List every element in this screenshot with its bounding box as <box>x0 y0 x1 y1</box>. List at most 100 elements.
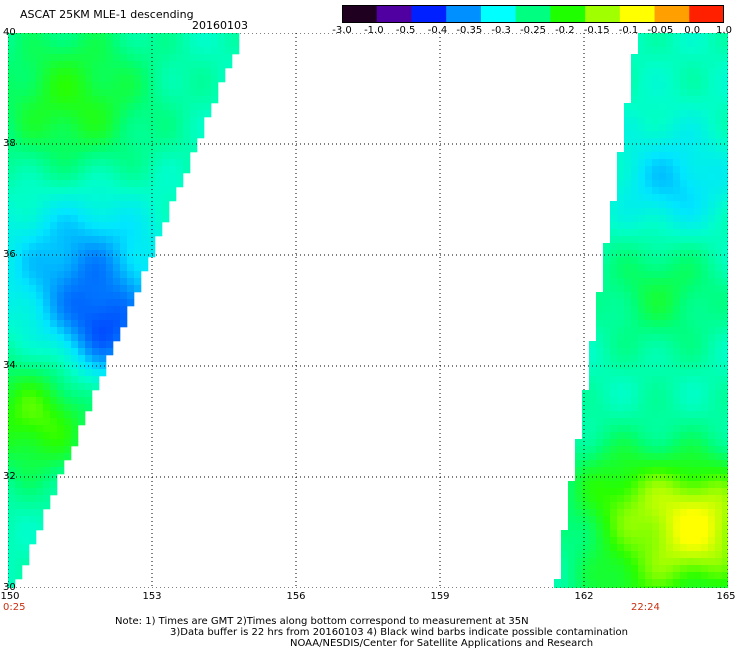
swath-cell <box>568 488 576 496</box>
swath-cell <box>638 376 646 384</box>
swath-cell <box>673 124 681 132</box>
swath-cell <box>554 586 562 588</box>
swath-cell <box>638 229 646 237</box>
swath-cell <box>624 229 632 237</box>
swath-cell <box>120 306 128 314</box>
swath-cell <box>708 299 716 307</box>
swath-cell <box>694 516 702 524</box>
swath-cell <box>106 236 114 244</box>
swath-cell <box>722 89 728 97</box>
swath-cell <box>694 579 702 587</box>
swath-cell <box>666 257 674 265</box>
swath-cell <box>127 159 135 167</box>
swath-cell <box>708 362 716 370</box>
swath-cell <box>176 159 184 167</box>
swath-cell <box>197 61 205 69</box>
swath-cell <box>15 390 23 398</box>
swath-cell <box>99 159 107 167</box>
swath-cell <box>631 390 639 398</box>
swath-cell <box>603 446 611 454</box>
swath-cell <box>78 306 86 314</box>
swath-cell <box>85 236 93 244</box>
swath-cell <box>85 334 93 342</box>
swath-cell <box>15 355 23 363</box>
swath-cell <box>169 124 177 132</box>
swath-cell <box>162 89 170 97</box>
swath-cell <box>71 348 79 356</box>
swath-cell <box>645 222 653 230</box>
swath-cell <box>8 369 16 377</box>
swath-cell <box>106 33 114 41</box>
swath-cell <box>50 488 58 496</box>
swath-cell <box>134 285 142 293</box>
swath-cell <box>645 47 653 55</box>
swath-cell <box>582 565 590 573</box>
swath-cell <box>57 110 65 118</box>
swath-cell <box>15 565 23 573</box>
swath-cell <box>561 551 569 559</box>
swath-cell <box>8 551 16 559</box>
swath-cell <box>134 250 142 258</box>
swath-cell <box>50 201 58 209</box>
swath-cell <box>666 236 674 244</box>
swath-cell <box>92 285 100 293</box>
swath-cell <box>694 194 702 202</box>
swath-cell <box>652 194 660 202</box>
swath-cell <box>92 61 100 69</box>
swath-cell <box>610 453 618 461</box>
swath-cell <box>603 320 611 328</box>
swath-cell <box>43 40 51 48</box>
swath-cell <box>225 54 233 62</box>
swath-cell <box>22 537 30 545</box>
swath-cell <box>652 551 660 559</box>
swath-cell <box>176 145 184 153</box>
swath-cell <box>624 474 632 482</box>
swath-cell <box>57 257 65 265</box>
swath-cell <box>624 558 632 566</box>
swath-cell <box>582 467 590 475</box>
latitude-label: 36 <box>3 249 16 260</box>
swath-cell <box>176 40 184 48</box>
swath-cell <box>582 411 590 419</box>
swath-cell <box>708 376 716 384</box>
swath-cell <box>85 390 93 398</box>
swath-cell <box>120 271 128 279</box>
swath-cell <box>722 61 728 69</box>
swath-cell <box>701 334 709 342</box>
swath-cell <box>575 523 583 531</box>
color-bar-tick-label: -0.2 <box>555 25 575 36</box>
swath-cell <box>127 194 135 202</box>
swath-cell <box>715 362 723 370</box>
swath-cell <box>666 75 674 83</box>
swath-cell <box>715 425 723 433</box>
swath-cell <box>701 124 709 132</box>
swath-cell <box>141 89 149 97</box>
swath-cell <box>687 439 695 447</box>
swath-cell <box>43 201 51 209</box>
swath-cell <box>85 306 93 314</box>
swath-cell <box>680 488 688 496</box>
longitude-label: 153 <box>142 591 162 602</box>
swath-cell <box>22 313 30 321</box>
swath-cell <box>36 285 44 293</box>
swath-cell <box>71 369 79 377</box>
swath-cell <box>183 68 191 76</box>
swath-cell <box>680 348 688 356</box>
swath-cell <box>715 488 723 496</box>
swath-cell <box>575 544 583 552</box>
swath-cell <box>638 103 646 111</box>
swath-cell <box>722 397 728 405</box>
swath-cell <box>162 110 170 118</box>
swath-cell <box>36 166 44 174</box>
swath-cell <box>645 264 653 272</box>
swath-cell <box>575 565 583 573</box>
swath-cell <box>568 544 576 552</box>
swath-cell <box>29 271 37 279</box>
swath-cell <box>120 194 128 202</box>
swath-cell <box>701 551 709 559</box>
swath-cell <box>617 495 625 503</box>
swath-cell <box>22 516 30 524</box>
swath-cell <box>701 278 709 286</box>
swath-cell <box>694 327 702 335</box>
swath-cell <box>155 75 163 83</box>
